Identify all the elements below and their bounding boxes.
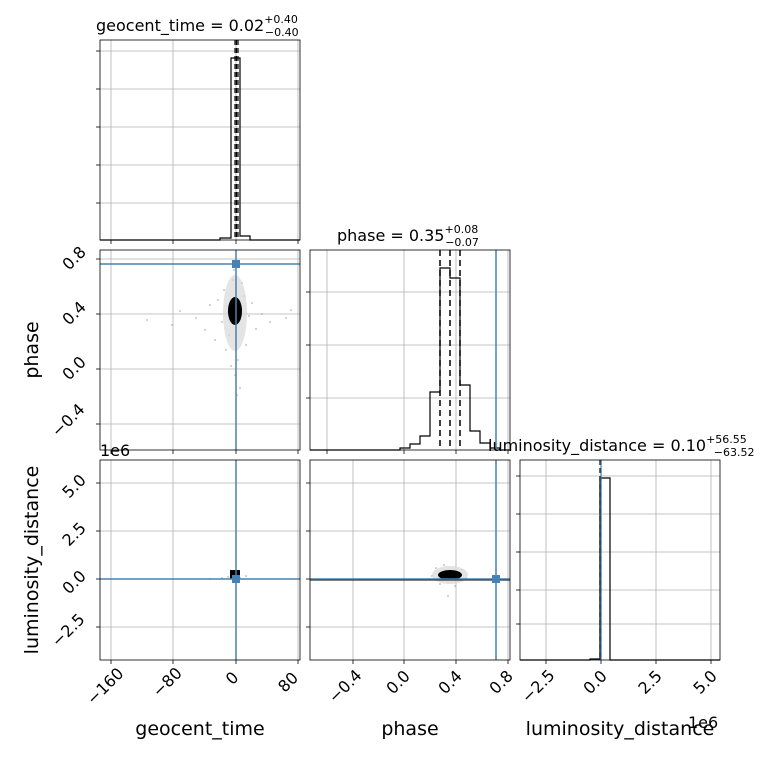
title-geocent-time-main: geocent_time = 0.02 (96, 16, 264, 36)
ytick-label: −0.4 (48, 400, 89, 441)
ticks (306, 482, 509, 664)
ld-x-tick-labels: −2.5 0.0 2.5 5.0 (518, 666, 721, 707)
xtick-label: 0.0 (579, 666, 610, 697)
grid (100, 460, 300, 660)
panel-frame (309, 249, 511, 451)
histogram-geocent-time (100, 57, 300, 241)
title-geocent-time-plus: +0.40 (264, 13, 298, 26)
grid (100, 250, 300, 450)
xlabel-phase: phase (381, 718, 438, 740)
truth-marker (492, 575, 500, 583)
title-phase-main: phase = 0.35 (337, 226, 444, 245)
ylabel-luminosity-distance: luminosity_distance (21, 466, 43, 655)
ticks (96, 482, 299, 664)
title-ld-main: luminosity_distance = 0.10 (488, 436, 706, 456)
grid (520, 460, 720, 660)
truth-marker (232, 575, 240, 583)
panel-frame (309, 459, 511, 661)
truth-marker (232, 260, 240, 268)
title-geocent-time-minus: −0.40 (265, 26, 299, 39)
scatter-samples (431, 564, 467, 597)
ytick-label: 0.4 (58, 297, 89, 328)
xtick-label: 5.0 (689, 666, 720, 697)
xtick-label: 80 (274, 668, 302, 696)
density-contour (230, 570, 240, 579)
xtick-label: 0.8 (485, 666, 516, 697)
panel-frame (99, 459, 301, 661)
title-ld-plus: +56.55 (706, 433, 747, 446)
ticks (516, 475, 712, 664)
panel-frame (99, 249, 301, 451)
panel-geocent-time-hist: geocent_time = 0.02+0.40 −0.40 (96, 13, 301, 244)
ytick-label: −2.5 (48, 610, 89, 651)
xlabel-luminosity-distance: luminosity_distance (526, 718, 715, 740)
xtick-label: 0.0 (382, 666, 413, 697)
panel-frame (519, 459, 721, 661)
grid (310, 460, 510, 660)
ld-x-offset-label: 1e6 (688, 713, 718, 732)
panel-ld-hist: −2.5 0.0 2.5 5.0 1e6 luminosity_distance… (488, 433, 755, 740)
title-phase-plus: +0.08 (444, 223, 478, 236)
ld-tick-labels: 5.0 2.5 0.0 −2.5 (48, 470, 90, 650)
ticks (96, 258, 299, 454)
ytick-label: 2.5 (58, 518, 89, 549)
xtick-label: 0 (222, 668, 243, 689)
histogram-phase (310, 267, 510, 451)
density-contour-inner (228, 297, 242, 325)
xtick-label: −80 (148, 663, 185, 700)
density-contour-inner (438, 570, 462, 580)
title-luminosity-distance: luminosity_distance = 0.10+56.55 −63.52 (488, 433, 755, 459)
ytick-label: 0.0 (58, 352, 89, 383)
ticks (96, 50, 299, 244)
panel-ld-vs-geocent-time: 5.0 2.5 0.0 −2.5 1e6 −160 −80 0 80 geoce… (21, 441, 302, 740)
histogram-luminosity-distance (520, 477, 720, 661)
ld-offset-label: 1e6 (100, 441, 130, 460)
xlabel-geocent-time: geocent_time (135, 718, 264, 740)
phase-x-tick-labels: −0.4 0.0 0.4 0.8 (325, 666, 517, 707)
xtick-label: −0.4 (325, 666, 366, 707)
xtick-label: −160 (83, 664, 128, 709)
xtick-label: −2.5 (518, 666, 559, 707)
ytick-label: 0.0 (58, 566, 89, 597)
panel-phase-vs-geocent-time: 0.8 0.4 0.0 −0.4 phase (21, 242, 301, 454)
grid (310, 250, 510, 450)
panel-ld-vs-phase: −0.4 0.0 0.4 0.8 phase (306, 459, 517, 740)
ylabel-phase: phase (21, 321, 43, 378)
title-ld-minus: −63.52 (714, 446, 755, 459)
ticks (306, 291, 509, 454)
ytick-label: 5.0 (58, 470, 89, 501)
ytick-label: 0.8 (58, 242, 89, 273)
title-phase-minus: −0.07 (445, 236, 479, 249)
xtick-label: 0.4 (434, 666, 465, 697)
scatter-samples (146, 269, 292, 396)
grid (100, 40, 300, 240)
title-phase: phase = 0.35+0.08 −0.07 (337, 223, 479, 249)
geocent-time-tick-labels: −160 −80 0 80 (83, 663, 302, 708)
panel-frame (99, 39, 301, 241)
title-geocent-time: geocent_time = 0.02+0.40 −0.40 (96, 13, 299, 39)
xtick-label: 2.5 (634, 666, 665, 697)
phase-tick-labels: 0.8 0.4 0.0 −0.4 (48, 242, 90, 440)
panel-phase-hist: phase = 0.35+0.08 −0.07 (306, 223, 511, 454)
